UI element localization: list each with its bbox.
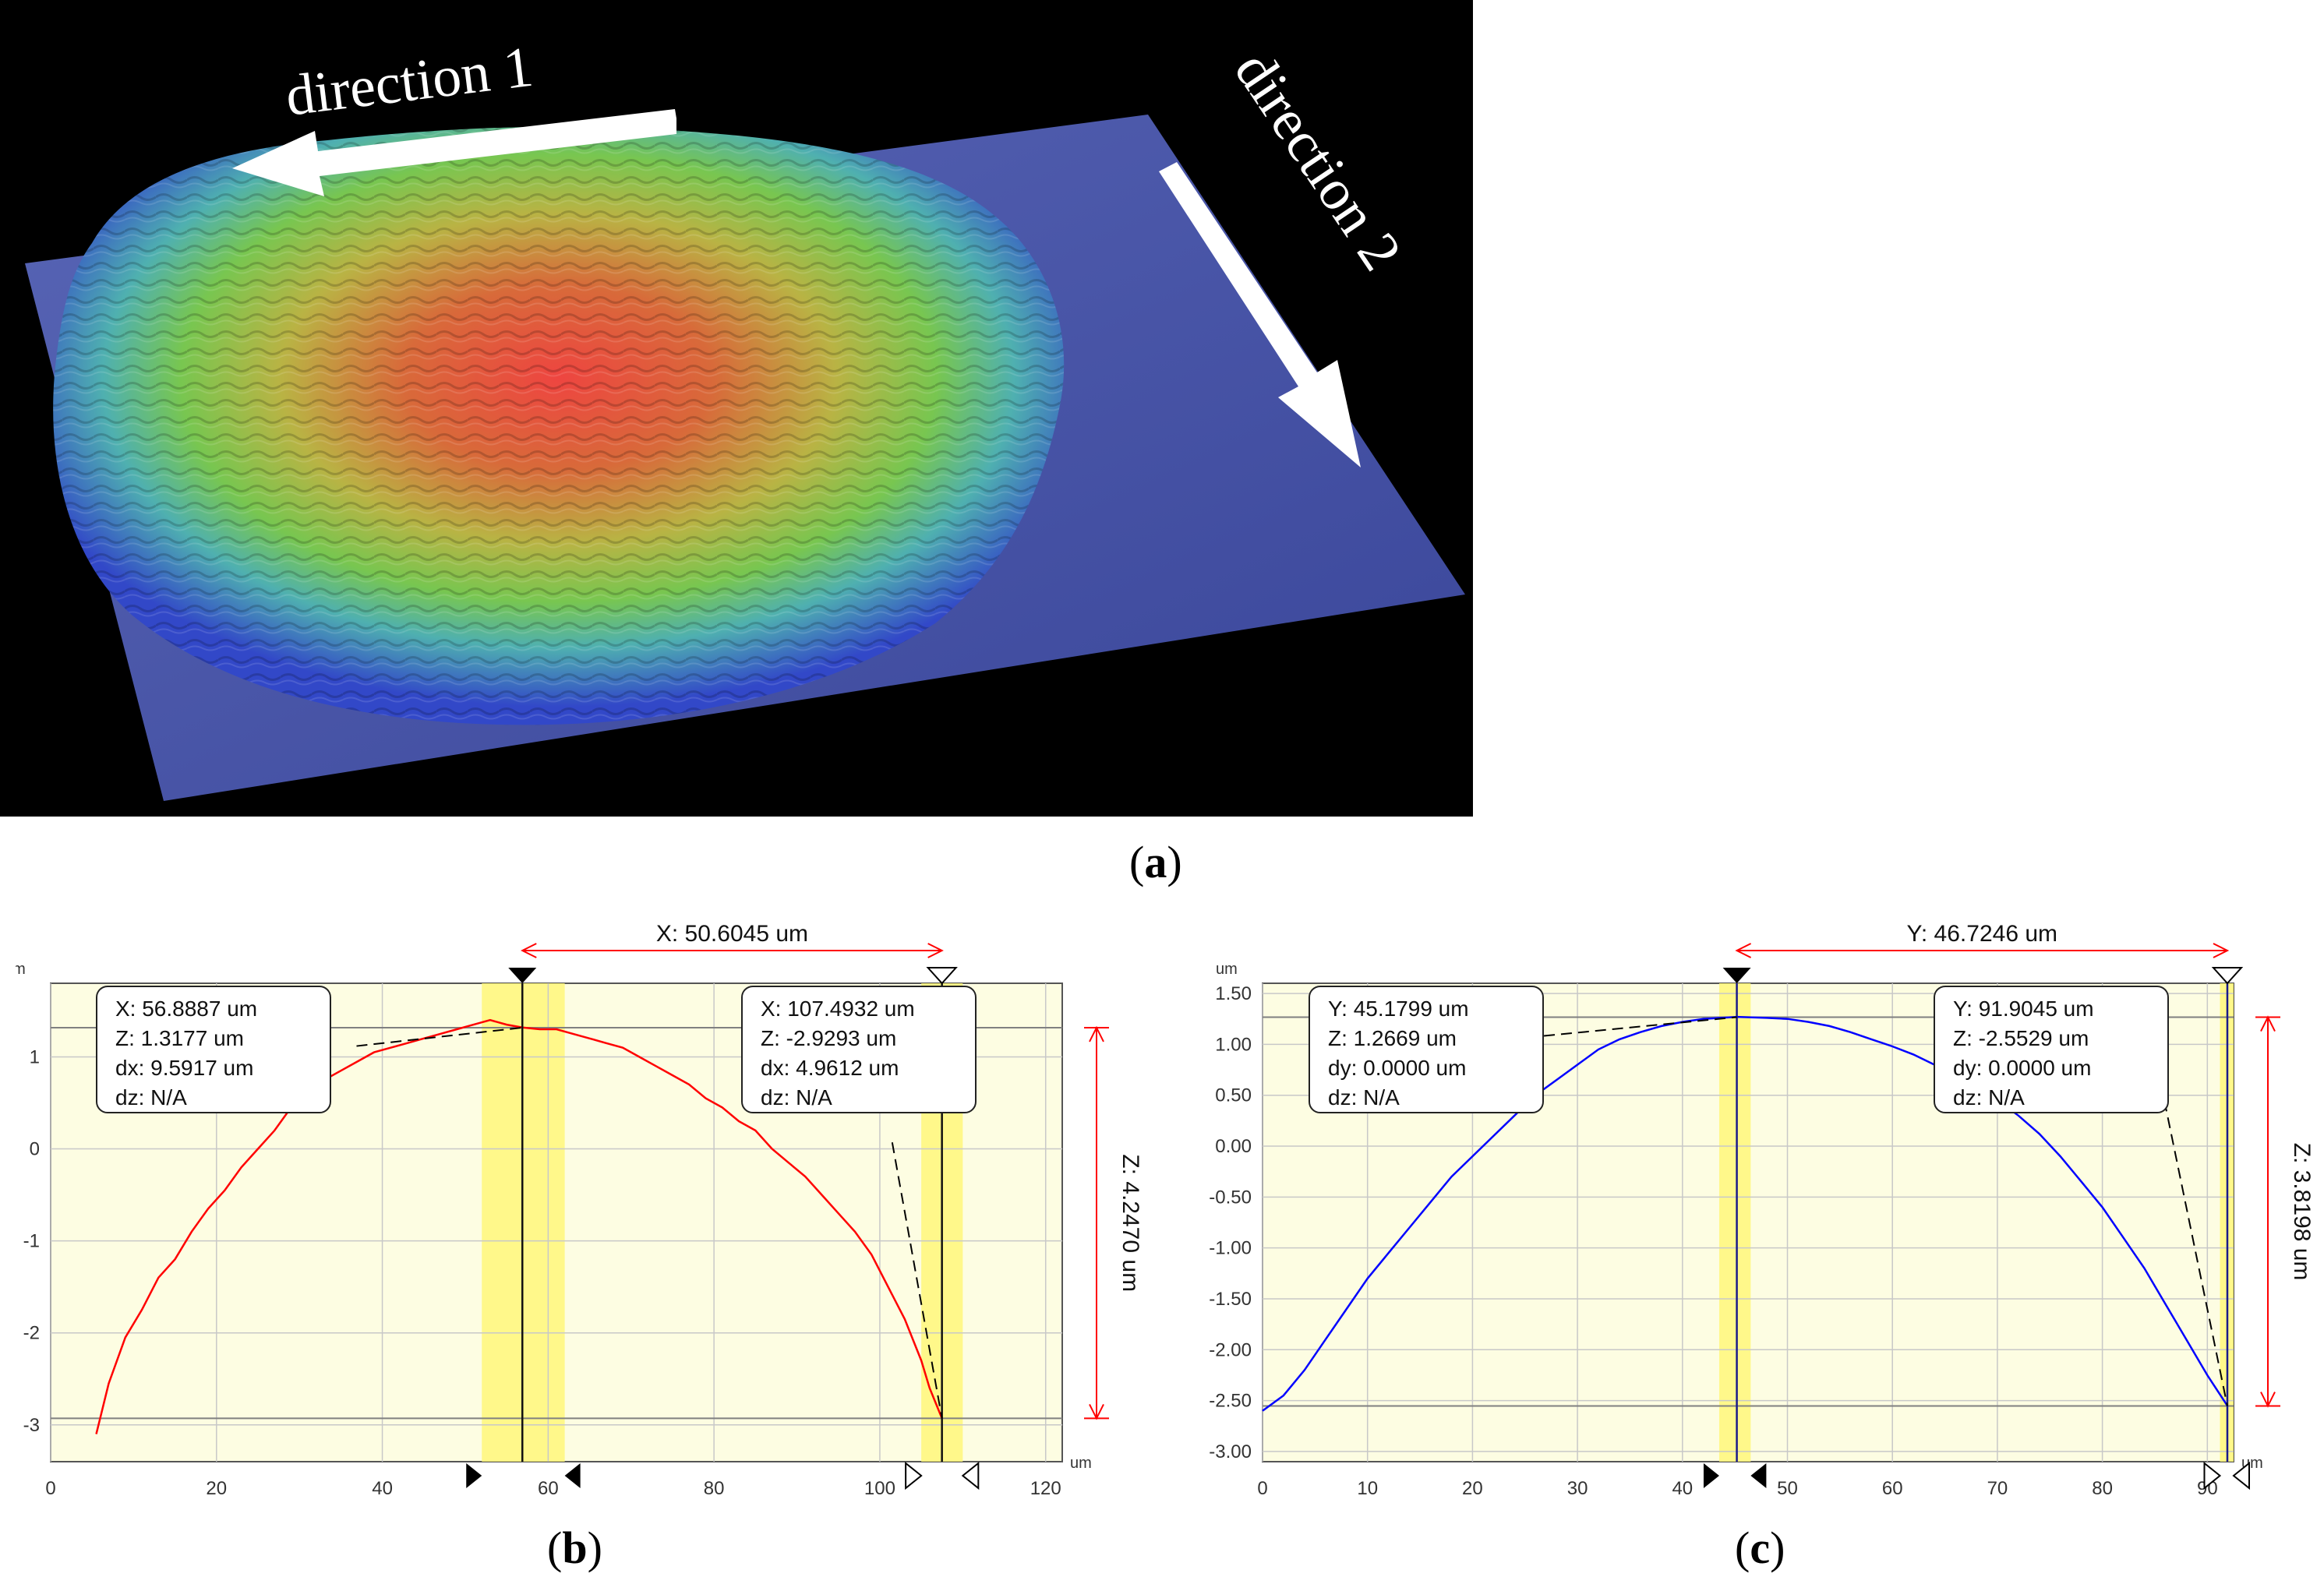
span-label: Y: 46.7246 um — [1907, 921, 2057, 947]
band-marker-right-2 — [2232, 1461, 2250, 1491]
cursor-marker-top-2 — [926, 967, 958, 985]
y-tick-label: -3 — [23, 1415, 40, 1436]
caption-c-letter: c — [1750, 1522, 1771, 1573]
readout-line: X: 107.4932 um — [761, 997, 915, 1021]
z-label: Z: 3.8198 um — [2289, 1143, 2315, 1281]
span-arrow-left — [1735, 943, 1752, 958]
y-tick-label: -2.50 — [1209, 1391, 1252, 1412]
x-tick-label: 70 — [1987, 1478, 2008, 1499]
x-tick-label: 40 — [1672, 1478, 1693, 1499]
z-arrow-bottom — [1089, 1403, 1104, 1420]
y-tick-label: -2 — [23, 1323, 40, 1344]
y-tick-label: -2.00 — [1209, 1339, 1252, 1360]
cursor-marker-top-2 — [2211, 967, 2244, 985]
readout-line: Z: -2.9293 um — [761, 1026, 896, 1050]
y-unit-label: um — [16, 961, 26, 978]
readout-line: dx: 4.9612 um — [761, 1056, 899, 1080]
band-marker-left-1 — [1703, 1463, 1719, 1488]
readout-line: Y: 91.9045 um — [1953, 997, 2094, 1021]
readout-line: Z: 1.3177 um — [115, 1026, 244, 1050]
direction-1-label: direction 1 — [282, 35, 536, 129]
direction-2-arrow — [1159, 162, 1361, 467]
tangent-line-2 — [891, 1142, 943, 1419]
x-tick-label: 40 — [372, 1478, 393, 1499]
tangent-line-2 — [2163, 1100, 2228, 1406]
band-marker-right-1 — [1750, 1463, 1767, 1488]
x-unit-label: um — [1070, 1455, 1092, 1472]
y-tick-label: 1.00 — [1215, 1034, 1252, 1055]
caption-b-letter: b — [562, 1522, 588, 1573]
surface-3d-render: direction 1 direction 2 — [25, 35, 1465, 801]
direction-2-label: direction 2 — [1222, 41, 1414, 282]
z-arrow-top — [1089, 1025, 1104, 1042]
span-arrow-left — [521, 943, 537, 958]
cursor-marker-top-1 — [1722, 968, 1751, 983]
span-arrow-right — [927, 943, 944, 958]
readout-box-1 — [1309, 986, 1544, 1113]
readout-box-2 — [741, 986, 977, 1113]
band-marker-left-1 — [466, 1463, 482, 1488]
x-tick-label: 60 — [538, 1478, 559, 1499]
profile-chart-b: 0 20 40 60 80 100 120 -3 -2 -1 0 1 um um X: 50.6045 um… — [16, 921, 1143, 1499]
tangent-line-1 — [356, 1026, 523, 1047]
y-tick-label: 0.00 — [1215, 1136, 1252, 1157]
z-arrow-top — [2260, 1015, 2276, 1032]
profile-line — [1262, 1015, 2228, 1412]
readout-line: dz: N/A — [1953, 1085, 2025, 1110]
z-label: Z: 4.2470 um — [1118, 1154, 1143, 1292]
readout-box-2 — [1934, 986, 2169, 1113]
readout-line: Y: 45.1799 um — [1328, 997, 1469, 1021]
x-tick-label: 50 — [1777, 1478, 1798, 1499]
band-marker-left-2 — [2203, 1461, 2222, 1491]
readout-line: dz: N/A — [1328, 1085, 1400, 1110]
y-tick-label: 0 — [30, 1139, 40, 1160]
y-tick-label: -1.00 — [1209, 1238, 1252, 1259]
x-tick-label: 20 — [206, 1478, 227, 1499]
band-marker-right-2 — [961, 1461, 980, 1491]
caption-b: (b) — [547, 1522, 602, 1573]
x-tick-label: 0 — [1257, 1478, 1267, 1499]
x-tick-label: 0 — [45, 1478, 55, 1499]
y-tick-label: -1 — [23, 1231, 40, 1252]
y-tick-label: 0.50 — [1215, 1085, 1252, 1106]
y-tick-label: -1.50 — [1209, 1289, 1252, 1310]
readout-line: dy: 0.0000 um — [1328, 1056, 1466, 1080]
surface-3d-view: direction 1 direction 2 — [0, 0, 1473, 817]
x-tick-label: 60 — [1882, 1478, 1903, 1499]
y-tick-label: 1.50 — [1215, 983, 1252, 1004]
profile-chart-c: 0 10 20 30 40 50 60 70 80 901.501.000.500.00-0.50… — [1209, 921, 2315, 1499]
band-marker-right-1 — [564, 1463, 581, 1488]
x-tick-label: 20 — [1462, 1478, 1483, 1499]
readout-line: Z: 1.2669 um — [1328, 1026, 1457, 1050]
tangent-line-1 — [1527, 1016, 1737, 1039]
band-marker-left-2 — [905, 1461, 923, 1491]
x-tick-label: 100 — [864, 1478, 895, 1499]
y-tick-label: 1 — [30, 1046, 40, 1067]
z-arrow-bottom — [2260, 1392, 2276, 1408]
direction-1-arrow — [232, 109, 676, 196]
readout-line: Z: -2.5529 um — [1953, 1026, 2089, 1050]
span-label: X: 50.6045 um — [656, 921, 808, 947]
x-tick-label: 120 — [1030, 1478, 1061, 1499]
readout-box-1 — [96, 986, 331, 1113]
readout-line: dy: 0.0000 um — [1953, 1056, 2091, 1080]
span-arrow-right — [2213, 943, 2230, 958]
x-tick-label: 80 — [2092, 1478, 2113, 1499]
readout-line: dz: N/A — [115, 1085, 187, 1110]
y-tick-label: -0.50 — [1209, 1187, 1252, 1208]
cursor-band-1 — [1718, 983, 1751, 1462]
x-tick-label: 80 — [704, 1478, 725, 1499]
caption-c: (c) — [1735, 1522, 1785, 1573]
x-tick-label: 30 — [1567, 1478, 1588, 1499]
caption-a-letter: a — [1144, 837, 1167, 887]
y-unit-label: um — [1216, 961, 1238, 978]
cursor-marker-top-1 — [508, 968, 537, 983]
x-tick-label: 10 — [1357, 1478, 1378, 1499]
caption-a: (a) — [1129, 837, 1182, 887]
y-tick-label: -3.00 — [1209, 1441, 1252, 1462]
readout-line: dx: 9.5917 um — [115, 1056, 253, 1080]
readout-line: X: 56.8887 um — [115, 997, 257, 1021]
readout-line: dz: N/A — [761, 1085, 832, 1110]
